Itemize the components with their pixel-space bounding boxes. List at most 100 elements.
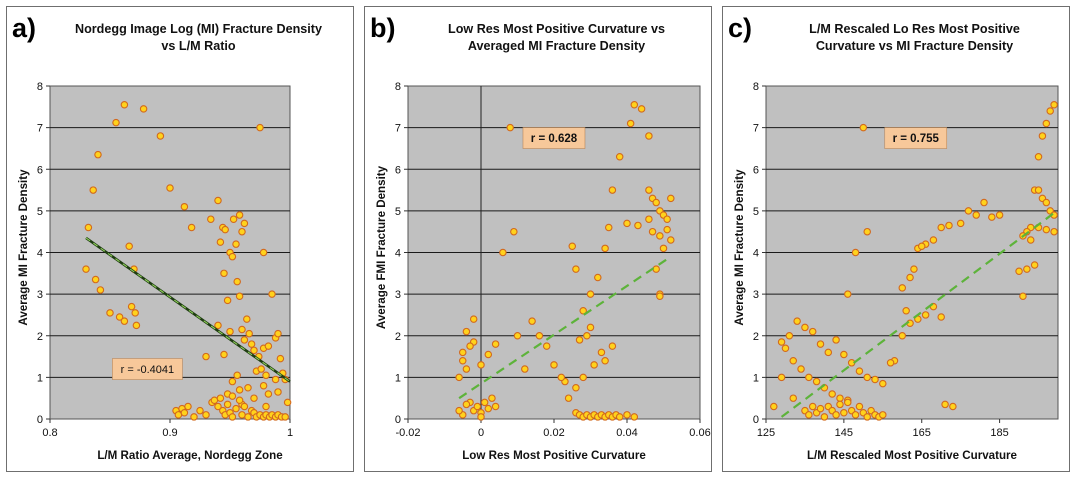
data-point-b — [656, 292, 664, 300]
panel-a: a) Nordegg Image Log (MI) Fracture Densi… — [6, 6, 354, 472]
data-point-b — [645, 132, 653, 140]
data-point-c — [988, 213, 996, 221]
data-point-a — [89, 186, 97, 194]
data-point-c — [840, 350, 848, 359]
data-point-c — [781, 344, 790, 352]
data-point-c — [789, 356, 798, 365]
panel-b: b) Low Res Most Positive Curvature vs Av… — [364, 6, 712, 472]
data-point-b — [491, 340, 500, 348]
y-tick-label-c: 1 — [753, 372, 759, 384]
data-point-c — [859, 123, 868, 132]
y-tick-label-a: 2 — [37, 331, 43, 343]
annotation-r-a: r = -0.4041 — [121, 364, 175, 376]
data-point-b — [462, 400, 471, 409]
data-point-c — [1042, 198, 1051, 207]
panel-letter-a: a) — [12, 13, 37, 43]
data-point-a — [226, 327, 234, 336]
data-point-a — [180, 202, 189, 211]
panel-c: c) L/M Rescaled Lo Res Most Positive Cur… — [722, 6, 1070, 472]
data-point-b — [623, 411, 631, 419]
data-point-a — [276, 354, 285, 363]
data-point-b — [608, 186, 617, 194]
data-point-c — [844, 398, 852, 407]
data-point-b — [473, 402, 482, 411]
data-point-c — [941, 400, 949, 409]
data-point-a — [180, 409, 189, 417]
data-point-b — [586, 290, 595, 298]
data-point-c — [906, 273, 914, 282]
data-point-a — [82, 265, 90, 273]
data-point-b — [484, 350, 493, 359]
x-tick-label-c: 165 — [913, 427, 931, 439]
data-point-b — [615, 153, 624, 161]
data-point-a — [250, 346, 258, 355]
scatter-chart-a: 0 1 2 3 4 5 6 7 8 0.8 0.9 1 r = -0.4041 L/M Ratio Ave… — [17, 81, 293, 462]
data-point-b — [469, 315, 478, 323]
data-point-b — [645, 186, 653, 194]
data-point-b — [630, 413, 639, 421]
data-point-c — [812, 377, 821, 386]
data-point-a — [235, 386, 244, 394]
data-point-a — [240, 219, 249, 228]
data-point-b — [663, 225, 671, 234]
data-point-b — [594, 273, 602, 282]
data-point-a — [120, 317, 129, 325]
x-tick-label-b: 0.06 — [689, 427, 710, 439]
trendline-c — [780, 212, 1055, 418]
x-tick-label-c: 125 — [757, 427, 775, 439]
data-point-c — [828, 390, 836, 398]
y-tick-label-b: 4 — [395, 248, 401, 260]
x-axis-label-c: L/M Rescaled Most Positive Curvature — [807, 449, 1018, 462]
data-point-a — [233, 277, 241, 286]
y-tick-label-a: 7 — [37, 123, 43, 135]
data-point-a — [127, 302, 136, 311]
data-point-c — [820, 413, 829, 421]
data-point-a — [238, 325, 246, 334]
data-point-c — [949, 402, 957, 411]
data-point-a — [232, 240, 240, 248]
data-point-b — [462, 327, 471, 336]
data-point-c — [995, 211, 1004, 219]
data-point-a — [210, 396, 219, 405]
annotation-r-c: r = 0.755 — [893, 133, 940, 145]
data-point-a — [202, 411, 210, 419]
data-point-a — [115, 313, 124, 321]
data-point-b — [491, 402, 500, 411]
data-point-b — [605, 223, 613, 232]
data-point-b — [645, 215, 653, 223]
data-point-c — [917, 242, 926, 251]
data-point-c — [801, 323, 809, 332]
y-tick-label-b: 8 — [395, 81, 401, 93]
data-point-a — [259, 248, 268, 257]
data-point-c — [1050, 227, 1058, 236]
data-point-b — [499, 248, 507, 257]
x-tick-label-b: 0.04 — [616, 427, 637, 439]
data-point-a — [120, 100, 129, 109]
data-point-c — [1023, 265, 1031, 273]
y-tick-label-a: 6 — [37, 164, 43, 176]
data-point-c — [805, 373, 813, 382]
data-point-a — [166, 184, 174, 192]
y-tick-label-a: 8 — [37, 81, 43, 93]
data-point-c — [1050, 100, 1058, 109]
y-tick-label-b: 2 — [395, 331, 401, 343]
data-point-c — [863, 413, 871, 421]
data-point-b — [564, 394, 573, 402]
data-point-b — [572, 384, 580, 392]
data-point-a — [221, 225, 229, 234]
data-point-a — [132, 321, 141, 330]
data-point-c — [937, 223, 945, 232]
data-point-a — [264, 342, 273, 350]
data-point-a — [202, 352, 210, 361]
data-point-a — [125, 242, 133, 251]
y-tick-label-a: 3 — [37, 289, 43, 301]
data-point-a — [187, 223, 196, 232]
data-point-c — [902, 307, 910, 315]
data-point-c — [910, 265, 918, 273]
x-tick-label-b: 0 — [478, 427, 484, 439]
data-point-b — [477, 361, 485, 369]
data-point-c — [863, 373, 871, 382]
data-point-a — [214, 321, 222, 330]
y-tick-label-a: 0 — [37, 414, 43, 426]
data-point-a — [264, 390, 273, 398]
